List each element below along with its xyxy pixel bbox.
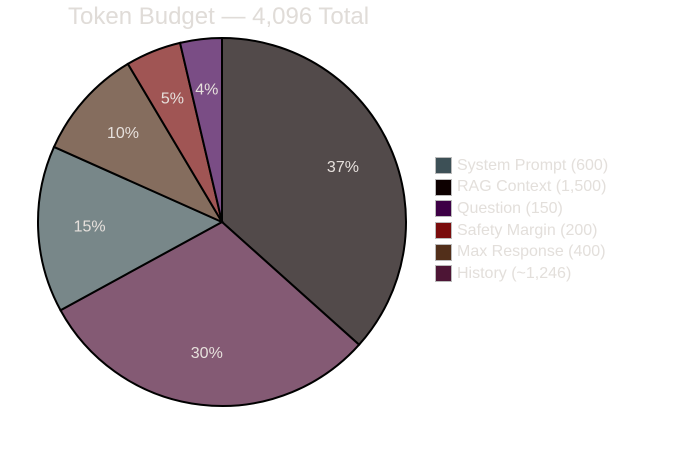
legend-item: RAG Context (1,500): [435, 177, 608, 199]
legend-label: RAG Context (1,500): [457, 178, 607, 196]
legend-item: Safety Margin (200): [435, 220, 608, 242]
slice-label: 10%: [107, 125, 139, 142]
legend-label: Safety Margin (200): [457, 221, 598, 239]
slice-label: 15%: [74, 219, 106, 236]
legend-label: Question (150): [457, 199, 563, 217]
legend-label: Max Response (400): [457, 243, 606, 261]
pie-slice-history: [59, 220, 361, 407]
legend-swatch: [435, 265, 452, 283]
slice-label: 4%: [195, 82, 218, 99]
slice-label: 30%: [191, 345, 223, 362]
pie-slice-question: [178, 36, 223, 223]
pie-slice-system-prompt: [37, 145, 225, 312]
legend-label: History (~1,246): [457, 264, 572, 282]
chart-title: Token Budget — 4,096 Total: [68, 3, 370, 30]
legend-swatch: [435, 200, 452, 218]
legend-swatch: [435, 222, 452, 240]
legend-swatch: [435, 178, 452, 196]
legend: System Prompt (600) RAG Context (1,500) Qu…: [435, 155, 608, 285]
legend-item: System Prompt (600): [435, 155, 608, 177]
legend-item: History (~1,246): [435, 263, 608, 285]
legend-swatch: [435, 157, 452, 175]
slice-label: 37%: [327, 159, 359, 176]
legend-label: System Prompt (600): [457, 156, 609, 174]
legend-item: Max Response (400): [435, 241, 608, 263]
pie-slice-rag-context: [221, 36, 407, 347]
legend-swatch: [435, 243, 452, 261]
slice-label: 5%: [161, 90, 184, 107]
pie-slice-max-response: [52, 62, 225, 225]
legend-item: Question (150): [435, 198, 608, 220]
